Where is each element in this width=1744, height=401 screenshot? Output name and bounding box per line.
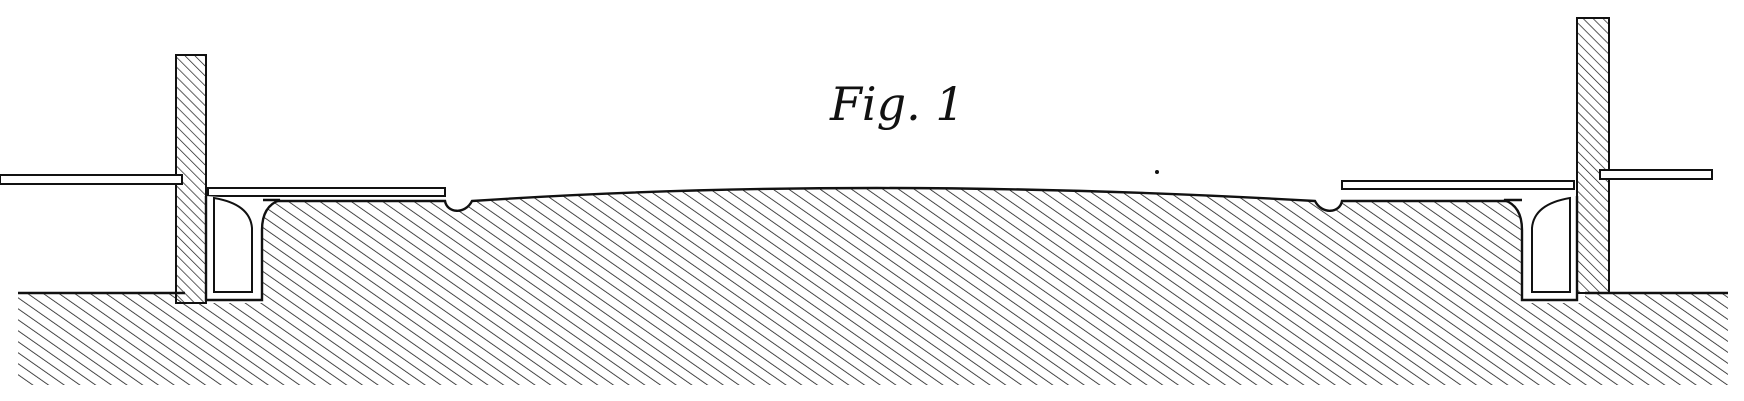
right-wall xyxy=(1576,17,1610,294)
left-channel xyxy=(204,196,281,302)
left-floor-boards xyxy=(0,174,183,185)
ground-mass xyxy=(18,188,1728,385)
surface-mark xyxy=(1155,170,1159,174)
right-floor-boards xyxy=(1599,169,1713,180)
left-deck-plate xyxy=(207,187,446,197)
figure-caption: Fig. 1 xyxy=(829,77,965,131)
right-deck-plate xyxy=(1341,180,1575,190)
right-channel xyxy=(1503,196,1579,302)
